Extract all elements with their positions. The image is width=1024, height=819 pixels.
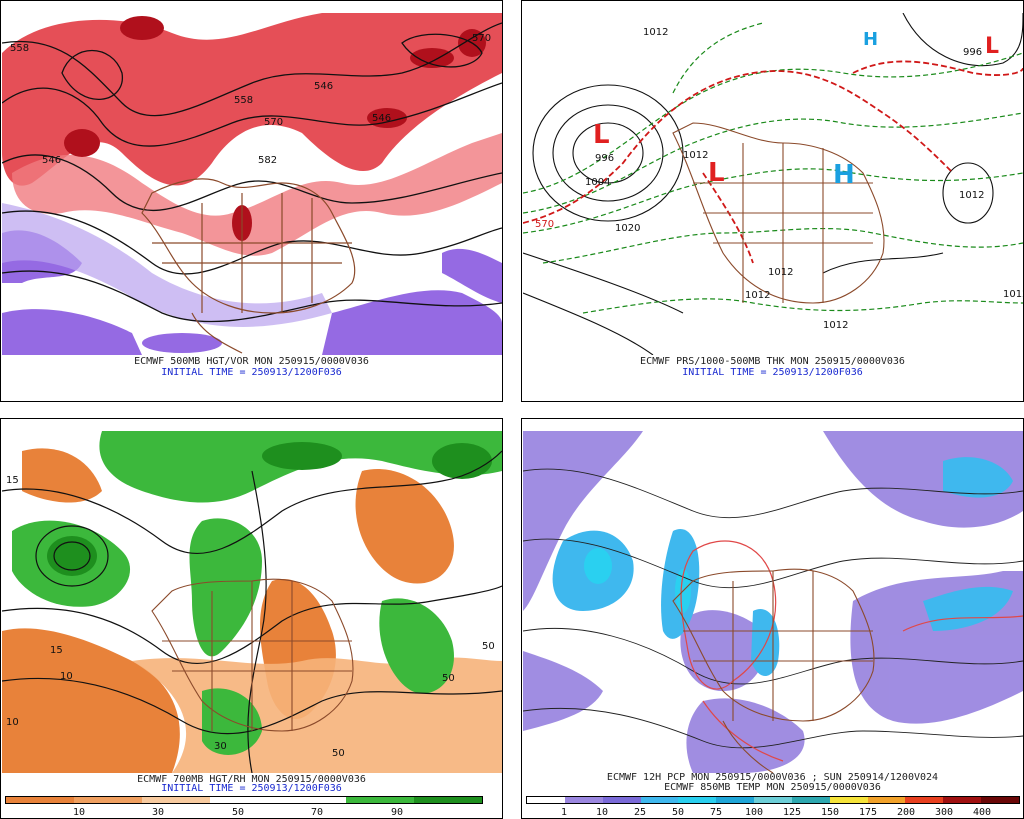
contour-label: 558 — [10, 43, 29, 54]
isobar-label: 996 — [595, 153, 614, 164]
contour-label: 546 — [372, 113, 391, 124]
contour-label: 50 — [442, 673, 455, 684]
colorbar-tick: 75 — [709, 807, 723, 818]
contour-label: 30 — [214, 741, 227, 752]
panel-title: ECMWF 500MB HGT/VOR MON 250915/0000V036 — [134, 356, 369, 367]
colorbar-tick: 150 — [820, 807, 840, 818]
rh-colorbar — [5, 796, 483, 804]
contour-label: 546 — [42, 155, 61, 166]
colorbar-tick: 10 — [595, 807, 609, 818]
colorbar-tick: 100 — [744, 807, 764, 818]
colorbar-tick: 50 — [671, 807, 685, 818]
colorbar-tick: 50 — [231, 807, 245, 818]
map-700mb-rh: 15 10 10 15 50 50 50 30 — [2, 431, 502, 773]
contour-label: 558 — [234, 95, 253, 106]
isobar-label: 1012 — [1003, 289, 1023, 300]
thickness-label: 570 — [535, 219, 554, 230]
contour-label: 10 — [60, 671, 73, 682]
isobar-label: 1012 — [683, 150, 708, 161]
map-precip-850temp — [523, 431, 1023, 773]
contour-label: 570 — [264, 117, 283, 128]
initial-time: INITIAL TIME = 250913/1200F036 — [682, 367, 863, 378]
contour-label: 546 — [314, 81, 333, 92]
isobar-label: 1012 — [823, 320, 848, 331]
panel-700mb-rh: 15 10 10 15 50 50 50 30 ECMWF 700MB HGT/… — [0, 418, 503, 819]
low-marker: L — [985, 34, 999, 59]
contour-label: 582 — [258, 155, 277, 166]
panel-title: ECMWF 12H PCP MON 250915/0000V036 ; SUN … — [606, 772, 939, 783]
high-marker: H — [863, 29, 878, 50]
contour-label: 570 — [472, 33, 491, 44]
high-marker: H — [833, 160, 855, 190]
initial-time: INITIAL TIME = 250913/1200F036 — [161, 783, 342, 794]
colorbar-tick: 1 — [560, 807, 568, 818]
map-pressure-thickness: 1012 996 1004 1020 1012 1012 1012 1012 9… — [523, 13, 1023, 355]
initial-time: INITIAL TIME = 250913/1200F036 — [161, 367, 342, 378]
isobar-label: 1012 — [768, 267, 793, 278]
colorbar-tick: 300 — [934, 807, 954, 818]
contour-label: 50 — [482, 641, 495, 652]
panel-subtitle: ECMWF 850MB TEMP MON 250915/0000V036 — [664, 782, 881, 793]
colorbar-tick: 175 — [858, 807, 878, 818]
colorbar-tick: 10 — [72, 807, 86, 818]
isobar-label: 1012 — [745, 290, 770, 301]
colorbar-tick: 25 — [633, 807, 647, 818]
map-500mb-vorticity: 558 546 558 570 582 546 546 570 — [2, 13, 502, 355]
contour-label: 15 — [50, 645, 63, 656]
panel-title: ECMWF PRS/1000-500MB THK MON 250915/0000… — [640, 356, 905, 367]
isobar-label: 1012 — [643, 27, 668, 38]
colorbar-tick: 400 — [972, 807, 992, 818]
isobar-label: 1020 — [615, 223, 640, 234]
colorbar-tick: 125 — [782, 807, 802, 818]
panel-title: ECMWF 700MB HGT/RH MON 250915/0000V036 — [137, 774, 366, 785]
low-marker: L — [593, 120, 610, 150]
contour-label: 10 — [6, 717, 19, 728]
colorbar-tick: 90 — [390, 807, 404, 818]
contour-label: 50 — [332, 748, 345, 759]
isobar-label: 1004 — [585, 177, 610, 188]
colorbar-tick: 200 — [896, 807, 916, 818]
isobar-label: 1012 — [959, 190, 984, 201]
colorbar-tick: 30 — [151, 807, 165, 818]
contour-label: 15 — [6, 475, 19, 486]
colorbar-tick: 70 — [310, 807, 324, 818]
low-marker: L — [708, 158, 725, 188]
precip-colorbar — [526, 796, 1020, 804]
panel-pressure-thickness: 1012 996 1004 1020 1012 1012 1012 1012 9… — [521, 0, 1024, 402]
panel-precip-850temp: ECMWF 12H PCP MON 250915/0000V036 ; SUN … — [521, 418, 1024, 819]
isobar-label: 996 — [963, 47, 982, 58]
panel-500mb: 558 546 558 570 582 546 546 570 ECMWF 50… — [0, 0, 503, 402]
